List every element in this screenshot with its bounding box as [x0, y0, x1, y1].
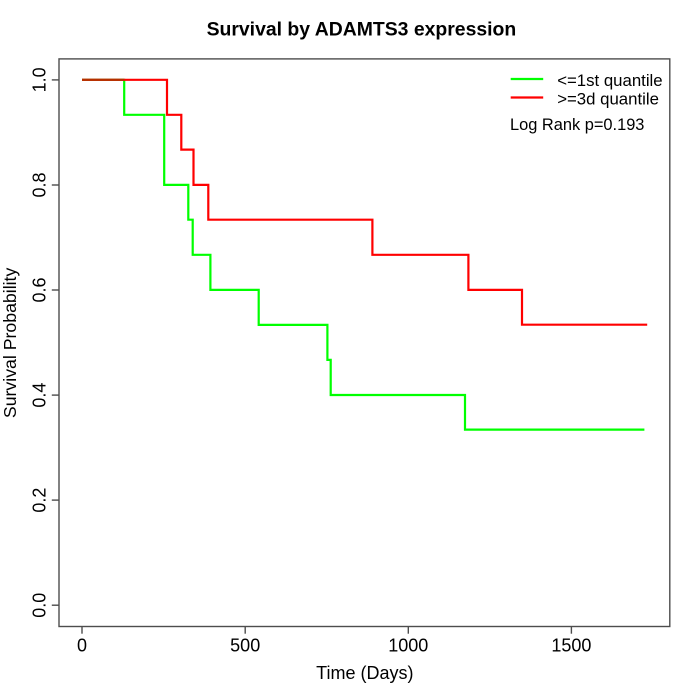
svg-text:0: 0 — [77, 636, 87, 656]
svg-text:0.0: 0.0 — [30, 593, 50, 618]
svg-text:0.2: 0.2 — [30, 488, 50, 513]
svg-text:Survival by ADAMTS3 expression: Survival by ADAMTS3 expression — [207, 18, 517, 40]
svg-text:>=3d quantile: >=3d quantile — [557, 89, 659, 108]
svg-text:Log Rank p=0.193: Log Rank p=0.193 — [510, 116, 644, 134]
svg-text:0.8: 0.8 — [30, 172, 50, 197]
svg-text:<=1st quantile: <=1st quantile — [557, 71, 662, 90]
svg-text:500: 500 — [230, 636, 260, 656]
svg-text:1500: 1500 — [551, 636, 591, 656]
svg-text:1.0: 1.0 — [30, 67, 50, 92]
svg-text:0.4: 0.4 — [30, 383, 50, 408]
svg-text:Survival Probability: Survival Probability — [0, 268, 20, 419]
svg-text:0.6: 0.6 — [30, 277, 50, 302]
svg-text:Time (Days): Time (Days) — [316, 663, 413, 683]
svg-text:1000: 1000 — [388, 636, 428, 656]
